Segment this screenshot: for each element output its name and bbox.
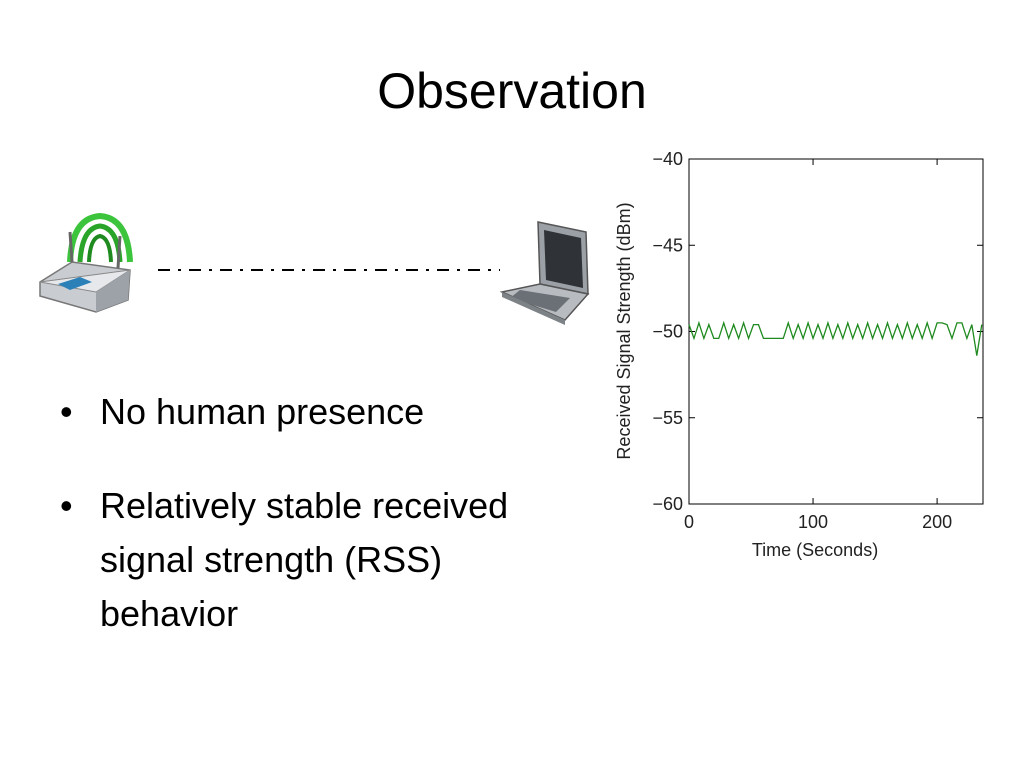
data-line (688, 320, 983, 356)
bullet: No human presence (60, 385, 590, 439)
laptop-icon (499, 221, 590, 325)
y-tick-label: −40 (652, 149, 683, 169)
y-tick-label: −50 (652, 322, 683, 342)
x-tick-label: 0 (684, 512, 694, 532)
x-axis-label: Time (Seconds) (752, 540, 878, 560)
y-tick-label: −45 (652, 235, 683, 255)
y-tick-label: −60 (652, 494, 683, 514)
x-tick-label: 200 (922, 512, 952, 532)
slide-title: Observation (377, 63, 647, 119)
router-icon (39, 212, 133, 313)
x-tick-label: 100 (798, 512, 828, 532)
y-tick-label: −55 (652, 408, 683, 428)
bullet: Relatively stable received signal streng… (60, 479, 590, 641)
bullet-list: No human presence Relatively stable rece… (60, 385, 590, 681)
y-axis-label: Received Signal Strength (dBm) (614, 202, 634, 459)
